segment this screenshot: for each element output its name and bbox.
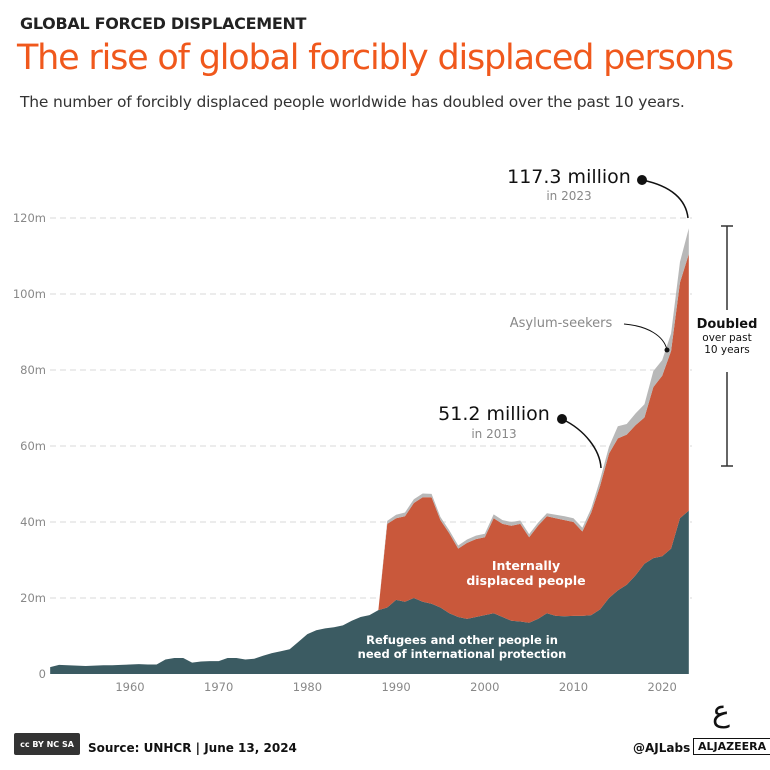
- peak-connector: [641, 179, 689, 219]
- x-tick-label: 2020: [648, 680, 677, 694]
- aljazeera-logo-icon: ع: [712, 694, 730, 729]
- area-internally-displaced: [50, 254, 689, 668]
- doubled-sub-2: 10 years: [704, 344, 750, 356]
- y-tick-label: 60m: [20, 439, 46, 453]
- x-tick-label: 2010: [559, 680, 588, 694]
- y-tick-label: 40m: [20, 515, 46, 529]
- peak-value-label: 117.3 million: [507, 166, 631, 188]
- y-tick-label: 80m: [20, 363, 46, 377]
- idp-label-2: displaced people: [466, 573, 585, 588]
- asylum-connector: [623, 323, 668, 351]
- ajlabs-handle: @AJLabs: [633, 741, 691, 755]
- x-tick-label: 1970: [204, 680, 233, 694]
- idp-label-1: Internally: [492, 558, 560, 573]
- x-tick-label: 1990: [381, 680, 410, 694]
- peak-year-label: in 2023: [546, 189, 591, 203]
- source-note: Source: UNHCR | June 13, 2024: [88, 741, 297, 755]
- y-tick-label: 0: [39, 667, 46, 681]
- y-tick-label: 100m: [13, 287, 46, 301]
- creative-commons-badge: cc BY NC SA: [14, 733, 80, 755]
- x-tick-label: 2000: [470, 680, 499, 694]
- mid-year-label: in 2013: [471, 427, 516, 441]
- mid-connector: [561, 418, 602, 469]
- area-refugees: [50, 510, 689, 674]
- aljazeera-brand: ALJAZEERA: [693, 738, 770, 755]
- doubled-sub-1: over past: [702, 332, 751, 344]
- y-tick-label: 120m: [13, 211, 46, 225]
- doubled-bracket: [721, 225, 733, 467]
- y-tick-label: 20m: [20, 591, 46, 605]
- refugee-label-2: need of international protection: [358, 647, 567, 661]
- subtitle: The number of forcibly displaced people …: [20, 93, 685, 111]
- mid-value-label: 51.2 million: [438, 403, 550, 425]
- kicker: GLOBAL FORCED DISPLACEMENT: [20, 14, 307, 33]
- refugee-label-1: Refugees and other people in: [366, 633, 558, 647]
- doubled-label: Doubled: [697, 317, 758, 332]
- x-tick-label: 1960: [115, 680, 144, 694]
- asylum-dot: [664, 347, 670, 353]
- x-tick-label: 1980: [293, 680, 322, 694]
- asylum-label: Asylum-seekers: [510, 316, 613, 331]
- page-title: The rise of global forcibly displaced pe…: [17, 38, 734, 78]
